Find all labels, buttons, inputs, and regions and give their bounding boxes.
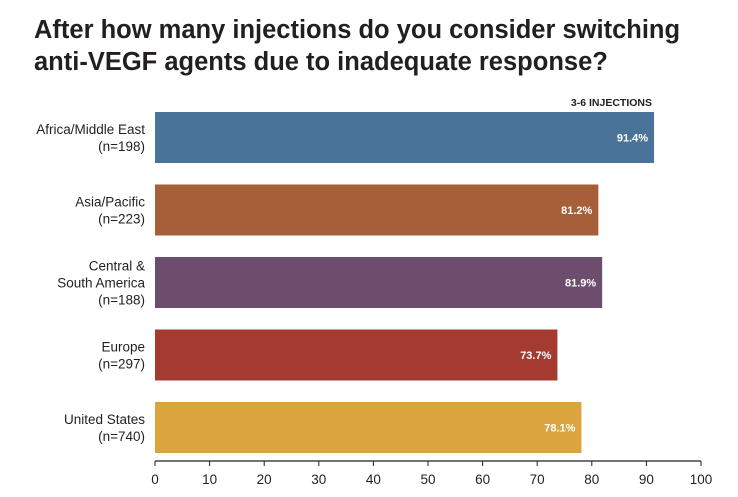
x-axis-ticks-group: 0 10 20 30 40 50 60 70 80 90 100: [151, 461, 712, 487]
bar-1: [155, 184, 599, 236]
bar-2: [155, 257, 603, 308]
category-label-2-line-2: (n=188): [98, 293, 145, 308]
x-tick-label-3: 30: [311, 472, 326, 487]
category-label-1-line-0: Asia/Pacific: [75, 195, 145, 210]
category-label-0-line-1: (n=198): [98, 139, 145, 154]
bar-value-label-1: 81.2%: [561, 205, 592, 217]
x-tick-label-0: 0: [151, 472, 159, 487]
series-label-group: 3-6 INJECTIONS: [571, 97, 652, 109]
category-label-3-line-1: (n=297): [98, 357, 145, 372]
x-tick-label-8: 80: [584, 472, 599, 487]
x-tick-label-4: 40: [366, 472, 381, 487]
bar-4: [155, 402, 582, 453]
category-label-2-line-1: South America: [57, 276, 145, 291]
x-tick-label-5: 50: [420, 472, 435, 487]
bar-value-label-4: 78.1%: [544, 423, 575, 435]
category-labels-group: Africa/Middle East (n=198) Asia/Pacific (n=…: [36, 122, 145, 444]
bar-0: [155, 112, 655, 163]
category-label-1-line-1: (n=223): [98, 212, 145, 227]
bar-3: [155, 329, 558, 381]
series-label: 3-6 INJECTIONS: [571, 97, 652, 109]
category-label-2-line-0: Central &: [89, 259, 145, 274]
category-label-0-line-0: Africa/Middle East: [36, 122, 145, 137]
x-tick-label-1: 10: [202, 472, 217, 487]
x-tick-label-7: 70: [530, 472, 545, 487]
bars-group: 91.4% 81.2% 81.9% 73.7% 78.1%: [155, 112, 655, 453]
bar-value-label-2: 81.9%: [565, 278, 596, 290]
x-tick-label-2: 20: [257, 472, 272, 487]
chart-title: After how many injections do you conside…: [34, 16, 681, 76]
category-label-4-line-0: United States: [64, 412, 145, 427]
category-label-3-line-0: Europe: [101, 340, 145, 355]
category-label-4-line-1: (n=740): [98, 429, 145, 444]
x-tick-label-6: 60: [475, 472, 490, 487]
bar-value-label-0: 91.4%: [617, 133, 648, 145]
x-tick-label-9: 90: [639, 472, 654, 487]
bar-value-label-3: 73.7%: [520, 350, 551, 362]
x-tick-label-10: 100: [690, 472, 713, 487]
